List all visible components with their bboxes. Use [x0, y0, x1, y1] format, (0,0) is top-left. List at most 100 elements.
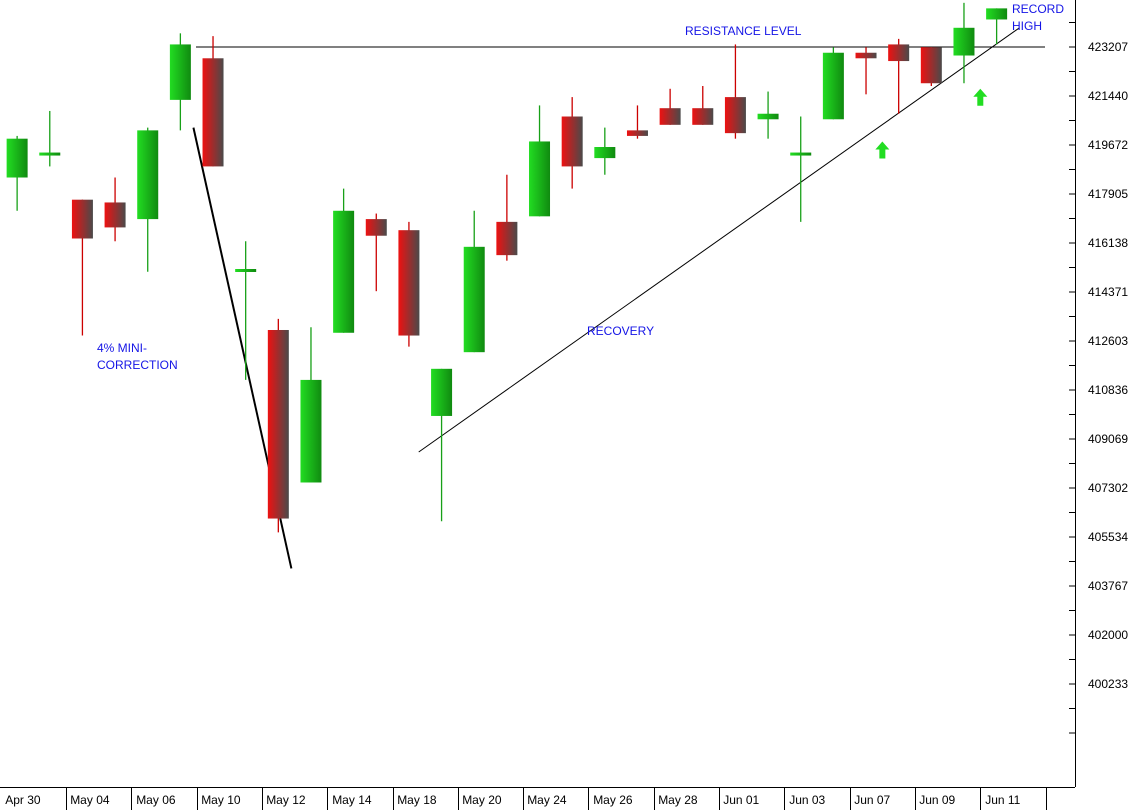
candle	[104, 177, 126, 242]
candle	[790, 116, 812, 222]
y-tick-label: 409069	[1088, 432, 1128, 446]
up-arrow-icon	[875, 141, 890, 159]
x-tick-label: Jun 01	[723, 793, 759, 807]
x-tick-label: May 24	[527, 793, 567, 807]
candle	[757, 91, 779, 139]
candle-body	[920, 47, 942, 84]
candle	[39, 110, 61, 167]
candle-body	[300, 379, 322, 483]
candle-body	[757, 113, 779, 120]
candle-body	[463, 246, 485, 353]
y-tick-label: 402000	[1088, 628, 1128, 642]
candle	[6, 135, 28, 211]
candle	[71, 199, 93, 336]
x-tick-label: May 12	[266, 793, 306, 807]
candle-body	[659, 108, 681, 125]
candle-body	[561, 116, 583, 167]
record-high-label-line1: RECORD	[1012, 2, 1064, 16]
candle	[986, 8, 1008, 45]
candle	[235, 241, 257, 380]
candle-body	[365, 219, 387, 236]
candle-body	[790, 152, 812, 156]
candle	[431, 368, 453, 522]
candle-body	[398, 230, 420, 336]
annotations: RESISTANCE LEVEL 4% MINI- CORRECTION REC…	[97, 2, 1064, 372]
x-tick-label: Jun 11	[985, 793, 1020, 807]
x-tick-label: May 28	[658, 793, 698, 807]
x-tick-label: May 04	[70, 793, 110, 807]
y-tick-label: 410836	[1088, 383, 1128, 397]
candle-body	[626, 130, 648, 136]
x-axis: Apr 30 May 04 May 06 May 10 May 12 May 14 May …	[0, 787, 1075, 810]
x-tick-label: Jun 09	[919, 793, 955, 807]
candle	[659, 88, 681, 125]
candle	[169, 33, 191, 131]
candle	[333, 188, 355, 333]
recovery-label: RECOVERY	[587, 324, 654, 338]
recovery-trendline	[418, 27, 1020, 453]
y-tick-label: 412603	[1088, 334, 1128, 348]
x-tick-label: May 20	[462, 793, 502, 807]
candle-body	[692, 108, 714, 125]
candle	[300, 327, 322, 483]
candle	[920, 47, 942, 87]
x-tick-label: Jun 07	[854, 793, 890, 807]
candle-body	[822, 52, 844, 120]
candle	[496, 174, 518, 261]
x-tick-label: May 18	[397, 793, 437, 807]
candle	[594, 127, 616, 175]
up-arrow-icon	[973, 88, 988, 106]
candle-body	[333, 210, 355, 333]
candle-body	[6, 138, 28, 178]
x-tick-label: May 14	[332, 793, 372, 807]
candle-body	[71, 199, 93, 239]
y-tick-label: 416138	[1088, 236, 1128, 250]
x-tick-label: Apr 30	[5, 793, 41, 807]
candle-body	[39, 152, 61, 156]
candle	[137, 127, 159, 272]
candle-body	[169, 44, 191, 100]
candle	[855, 47, 877, 95]
candle-body	[986, 8, 1008, 20]
candle-body	[953, 27, 975, 56]
plot-area	[6, 2, 1045, 569]
y-tick-label: 423207	[1088, 40, 1128, 54]
candle-body	[137, 130, 159, 220]
candle-body	[104, 202, 126, 228]
candle-body	[235, 269, 257, 273]
y-axis: 423207 421440 419672 417905 416138 414371 4126…	[1069, 0, 1128, 787]
candle	[724, 44, 746, 139]
x-tick-label: May 06	[136, 793, 176, 807]
candle-body	[855, 52, 877, 59]
y-tick-label: 403767	[1088, 579, 1128, 593]
candle-body	[202, 58, 224, 167]
resistance-label: RESISTANCE LEVEL	[685, 24, 802, 38]
y-tick-label: 419672	[1088, 138, 1128, 152]
candle	[692, 86, 714, 125]
candle	[561, 97, 583, 189]
candle	[463, 210, 485, 353]
candle	[529, 105, 551, 217]
record-high-label-line2: HIGH	[1012, 19, 1042, 33]
y-tick-label: 400233	[1088, 677, 1128, 691]
candle-body	[724, 97, 746, 134]
candle-body	[888, 44, 910, 62]
x-tick-label: May 10	[201, 793, 241, 807]
candle-body	[267, 329, 289, 519]
candle-body	[496, 221, 518, 256]
y-tick-label: 414371	[1088, 285, 1128, 299]
candle	[626, 105, 648, 139]
correction-label-line1: 4% MINI-	[97, 341, 147, 355]
y-tick-label: 417905	[1088, 187, 1128, 201]
candle	[267, 318, 289, 533]
correction-label-line2: CORRECTION	[97, 358, 178, 372]
candle	[365, 213, 387, 292]
x-tick-label: Jun 03	[789, 793, 825, 807]
y-tick-label: 421440	[1088, 89, 1128, 103]
y-tick-label: 405534	[1088, 530, 1128, 544]
candle	[953, 2, 975, 84]
y-tick-label: 407302	[1088, 481, 1128, 495]
candle	[888, 38, 910, 114]
candle-body	[431, 368, 453, 416]
candle	[202, 36, 224, 167]
